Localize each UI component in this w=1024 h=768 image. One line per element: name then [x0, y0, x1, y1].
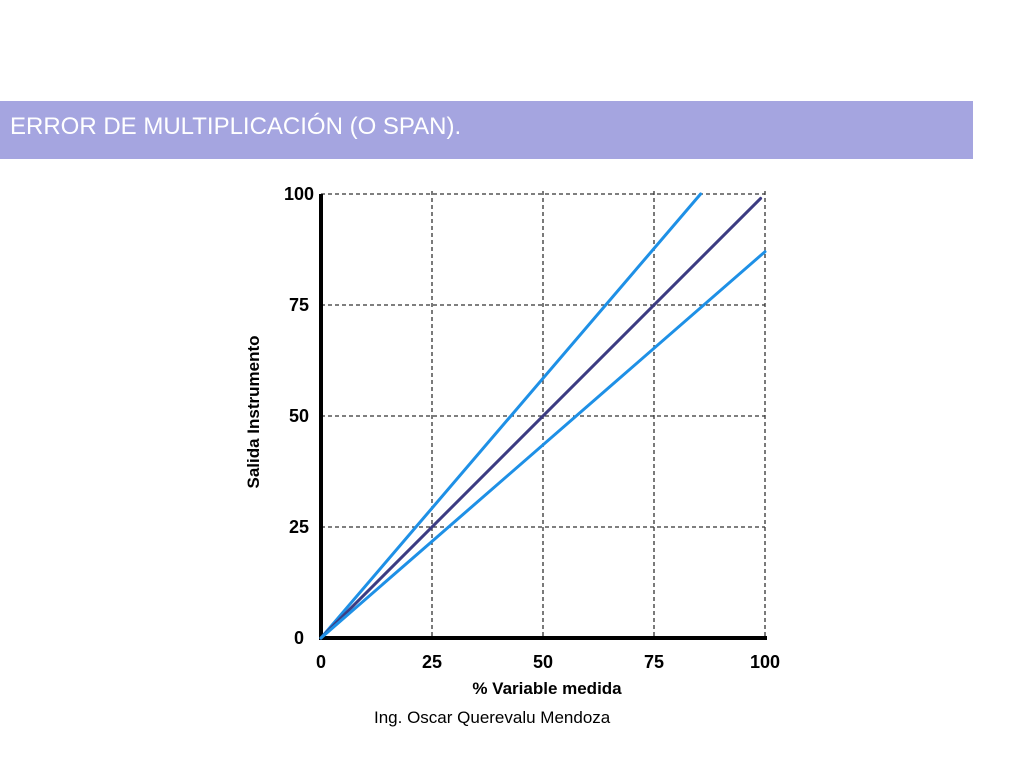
tick-labels: 0 25 50 75 100 0 25 50 75 100: [284, 184, 780, 672]
y-tick-label: 100: [284, 184, 314, 204]
x-axis-title: % Variable medida: [472, 679, 622, 698]
x-tick-label: 75: [644, 652, 664, 672]
series-line-1: [319, 192, 703, 640]
y-tick-label: 75: [289, 295, 309, 315]
slide-title: ERROR DE MULTIPLICACIÓN (O SPAN).: [10, 113, 462, 140]
y-tick-label: 0: [294, 628, 304, 648]
series-line-3: [319, 250, 767, 640]
title-bar: ERROR DE MULTIPLICACIÓN (O SPAN).: [0, 101, 973, 159]
series-lines: [319, 192, 767, 640]
grid-lines: [321, 191, 766, 638]
x-tick-label: 100: [750, 652, 780, 672]
y-tick-label: 50: [289, 406, 309, 426]
x-tick-label: 0: [316, 652, 326, 672]
author-credit: Ing. Oscar Querevalu Mendoza: [374, 708, 611, 727]
series-line-2: [319, 196, 763, 640]
axes: [319, 194, 767, 640]
x-tick-label: 50: [533, 652, 553, 672]
y-tick-label: 25: [289, 517, 309, 537]
y-axis-title: Salida Instrumento: [244, 335, 263, 488]
x-tick-label: 25: [422, 652, 442, 672]
